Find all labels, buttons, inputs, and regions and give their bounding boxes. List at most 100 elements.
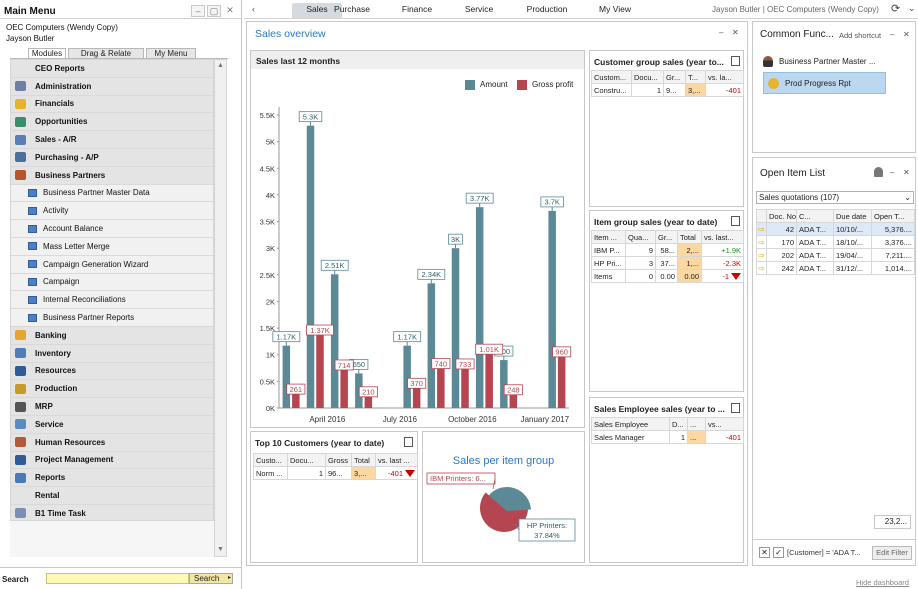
tab-service[interactable]: Service (464, 4, 494, 14)
menu-item-banking[interactable]: Banking (11, 326, 213, 345)
table-row[interactable]: HP Pri... 3 37... 1,... -2.3K (591, 256, 744, 270)
menu-item-opportunities[interactable]: Opportunities (11, 113, 213, 132)
column-header[interactable]: Sales Employee (591, 417, 670, 431)
chevron-down-icon[interactable]: ⌄ (904, 193, 911, 202)
menu-item-campaign-generation-wizard[interactable]: Campaign Generation Wizard (11, 255, 213, 274)
table-row[interactable]: Sales Manager 1... -401 (591, 430, 744, 444)
menu-item-sales-a-r[interactable]: Sales - A/R (11, 131, 213, 149)
menu-item-mrp[interactable]: MRP (11, 398, 213, 416)
table-row[interactable]: ⇨ 242 ADA T... 31/12/... 1,014.... (756, 261, 915, 275)
menu-scrollbar[interactable]: ▲ ▼ (214, 59, 227, 557)
hide-dashboard-link[interactable]: Hide dashboard (856, 578, 909, 587)
shortcut-business-partner[interactable]: Business Partner Master ... (763, 54, 893, 68)
column-header[interactable]: Total (351, 453, 376, 467)
menu-item-financials[interactable]: Financials (11, 95, 213, 114)
column-header[interactable]: D... (669, 417, 688, 431)
back-arrow-icon[interactable]: ‹ (252, 4, 255, 14)
panel-minimize-icon[interactable]: – (890, 168, 895, 177)
column-header[interactable]: Custom... (591, 70, 632, 84)
menu-item-purchasing-a-p[interactable]: Purchasing - A/P (11, 148, 213, 167)
table-row[interactable]: ⇨ 170 ADA T... 18/10/... 3,376.... (756, 235, 915, 249)
column-header[interactable]: Custo... (253, 453, 288, 467)
export-icon[interactable] (731, 403, 740, 413)
menu-item-ceo-reports[interactable]: CEO Reports (11, 60, 213, 78)
column-header[interactable]: Due date (833, 209, 872, 223)
table-row[interactable]: Items 0 0.00 0.00 -1 (591, 269, 744, 283)
menu-item-business-partner-reports[interactable]: Business Partner Reports (11, 309, 213, 327)
column-header[interactable]: Qua... (625, 230, 656, 244)
panel-close-icon[interactable]: ✕ (732, 28, 739, 37)
menu-item-project-management[interactable]: Project Management (11, 451, 213, 470)
menu-item-service[interactable]: Service (11, 415, 213, 434)
export-icon[interactable] (731, 216, 740, 226)
column-header[interactable]: ... (687, 417, 706, 431)
open-item-type-select[interactable]: Sales quotations (107) ⌄ (756, 191, 914, 204)
add-shortcut-link[interactable]: Add shortcut (839, 31, 882, 40)
menu-item-internal-reconciliations[interactable]: Internal Reconciliations (11, 291, 213, 310)
clear-filter-icon[interactable]: ✕ (759, 547, 770, 558)
shortcut-prod-progress[interactable]: Prod Progress Rpt (763, 72, 886, 94)
panel-close-icon[interactable]: ✕ (903, 30, 910, 39)
export-icon[interactable] (731, 56, 740, 66)
menu-item-reports[interactable]: Reports (11, 469, 213, 488)
filter-enabled-checkbox[interactable]: ✓ (773, 547, 784, 558)
table-row[interactable]: Constru... 1 9... 3,... -401 (591, 83, 744, 97)
chevron-down-icon[interactable]: ⌄ (908, 3, 916, 13)
table-row[interactable]: ⇨ 202 ADA T... 19/04/... 7,211.... (756, 248, 915, 262)
menu-item-business-partner-master-data[interactable]: Business Partner Master Data (11, 184, 213, 203)
edit-filter-button[interactable]: Edit Filter (872, 546, 912, 560)
scroll-down-icon[interactable]: ▼ (217, 546, 224, 553)
menu-item-resources[interactable]: Resources (11, 362, 213, 381)
tab-purchase-label[interactable]: Purchase (334, 4, 370, 14)
column-header[interactable]: Total (677, 230, 702, 244)
close-icon[interactable]: ✕ (226, 5, 234, 15)
column-header[interactable]: Gross (325, 453, 352, 467)
column-header[interactable]: vs. last ... (375, 453, 418, 467)
search-dropdown-icon[interactable]: ▸ (227, 575, 231, 581)
menu-item-inventory[interactable]: Inventory (11, 344, 213, 363)
tab-finance[interactable]: Finance (401, 4, 433, 14)
menu-item-business-partners[interactable]: Business Partners (11, 166, 213, 185)
column-header[interactable]: vs. last... (701, 230, 744, 244)
table-row[interactable]: ⇨ 42 ADA T... 10/10/... 5,376.... (756, 222, 915, 236)
minimize-icon[interactable]: – (191, 5, 205, 17)
refresh-icon[interactable]: ⟳ (891, 3, 901, 15)
tab-my-view[interactable]: My View (599, 4, 631, 14)
column-header[interactable]: Open T... (871, 209, 915, 223)
link-arrow-icon[interactable]: ⇨ (756, 261, 767, 275)
column-header[interactable]: Doc. No. (766, 209, 797, 223)
column-header[interactable]: Docu... (287, 453, 326, 467)
link-arrow-icon[interactable]: ⇨ (756, 222, 767, 236)
search-button[interactable]: Search ▸ (189, 573, 233, 584)
menu-item-human-resources[interactable]: Human Resources (11, 433, 213, 452)
panel-close-icon[interactable]: ✕ (903, 168, 910, 177)
link-arrow-icon[interactable]: ⇨ (756, 235, 767, 249)
export-icon[interactable] (404, 437, 413, 447)
panel-minimize-icon[interactable]: – (890, 30, 895, 39)
menu-item-campaign[interactable]: Campaign (11, 273, 213, 292)
column-header[interactable]: vs... (705, 417, 744, 431)
column-header[interactable]: T... (685, 70, 706, 84)
table-row[interactable]: IBM P... 9 58... 2,... +1.9K (591, 243, 744, 257)
user-filter-icon[interactable] (874, 167, 883, 177)
panel-minimize-icon[interactable]: – (719, 28, 724, 37)
column-header[interactable]: Gr... (663, 70, 686, 84)
menu-item-administration[interactable]: Administration (11, 77, 213, 96)
column-header[interactable]: Gr... (655, 230, 678, 244)
column-header[interactable]: Item ... (591, 230, 626, 244)
scroll-up-icon[interactable]: ▲ (217, 62, 224, 69)
column-header[interactable]: C... (796, 209, 834, 223)
column-header[interactable]: vs. la... (705, 70, 744, 84)
menu-item-account-balance[interactable]: Account Balance (11, 220, 213, 238)
menu-item-activity[interactable]: Activity (11, 202, 213, 221)
maximize-icon[interactable]: ▢ (207, 5, 221, 17)
menu-item-production[interactable]: Production (11, 380, 213, 399)
menu-item-b1-time-task[interactable]: B1 Time Task (11, 504, 213, 520)
menu-item-mass-letter-merge[interactable]: Mass Letter Merge (11, 237, 213, 256)
tab-production[interactable]: Production (526, 4, 568, 14)
table-row[interactable]: Norm ... 1 96... 3,... -401 (253, 466, 418, 480)
tab-sales[interactable]: Sales (292, 3, 342, 18)
column-header[interactable]: Docu... (631, 70, 664, 84)
search-input[interactable] (46, 573, 189, 584)
menu-item-rental[interactable]: Rental (11, 487, 213, 505)
